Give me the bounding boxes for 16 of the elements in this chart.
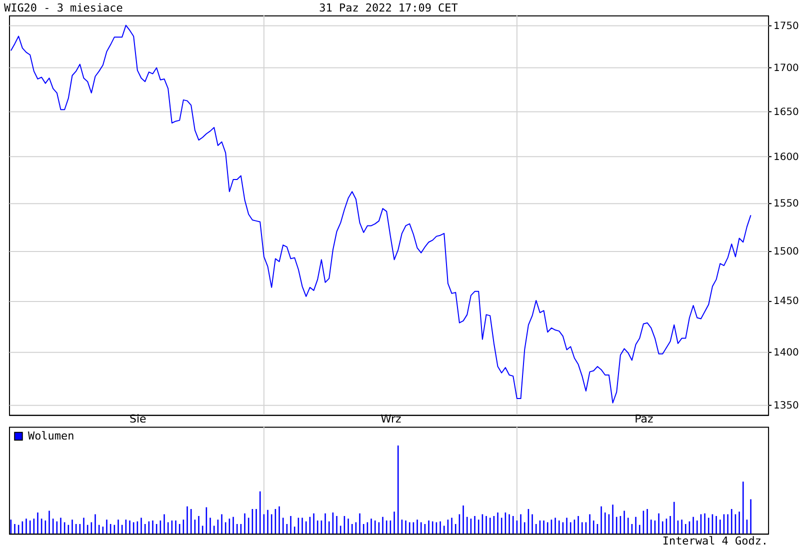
y-tick-label: 1600 xyxy=(774,152,799,163)
text: 31 Paz 2022 17:09 CET xyxy=(319,1,458,14)
y-tick-label: 1500 xyxy=(774,246,799,258)
y-tick-label: 1350 xyxy=(774,400,799,412)
y-tick-label: 1750 xyxy=(774,20,799,32)
y-tick-label: 1400 xyxy=(774,347,799,358)
y-tick-label: 1700 xyxy=(774,63,799,74)
text: Interwal 4 Godz. xyxy=(662,534,768,548)
legend-label: Wolumen xyxy=(28,429,74,442)
x-tick-label: Paz xyxy=(634,412,654,426)
y-tick-label: 1550 xyxy=(774,198,799,210)
y-tick-label: 1650 xyxy=(774,106,799,118)
x-tick-label: Wrz xyxy=(380,412,402,426)
chart-title: WIG20 - 3 miesiace xyxy=(4,1,123,14)
y-tick-label: 1450 xyxy=(774,296,799,307)
line-series xyxy=(10,24,752,404)
